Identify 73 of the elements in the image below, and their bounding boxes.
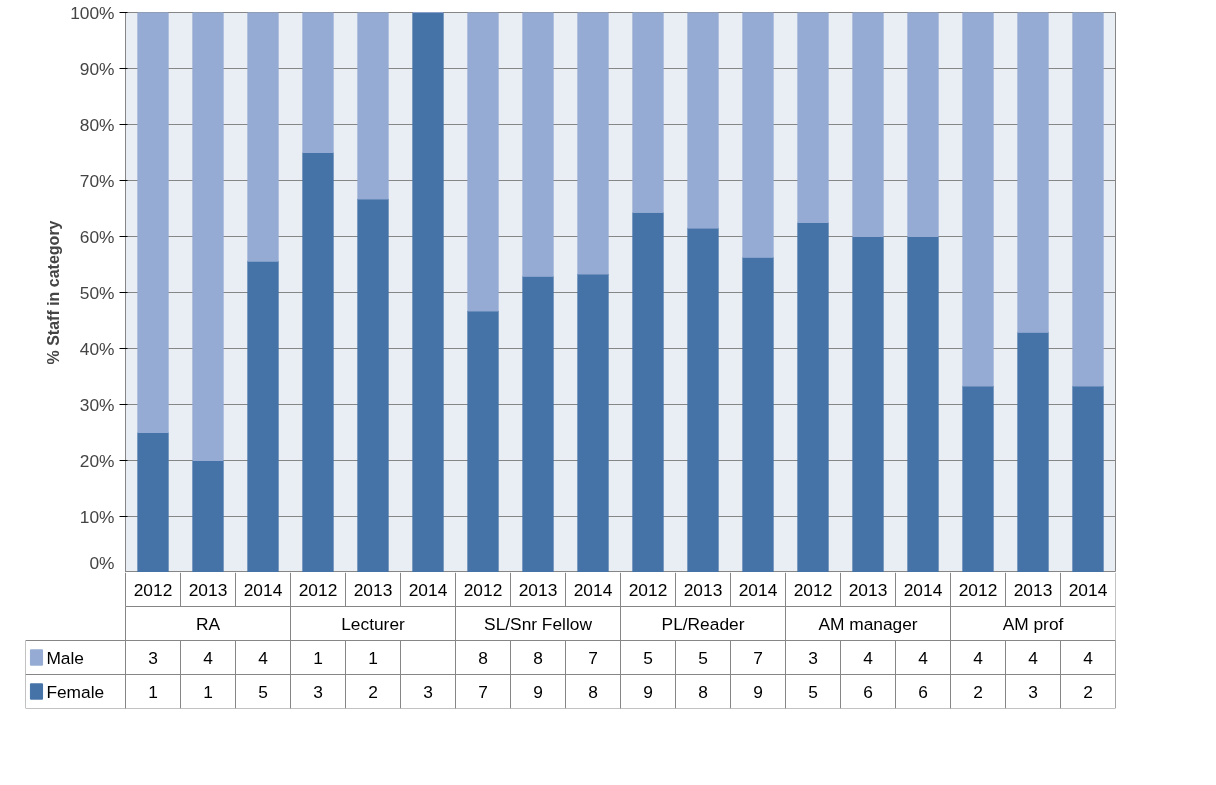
text: 4: [203, 647, 214, 668]
text: 4: [918, 647, 929, 668]
text: 1: [203, 681, 213, 702]
x-tick-label: 2013: [188, 579, 228, 600]
text: 1: [368, 647, 378, 668]
text: 7: [588, 647, 598, 668]
y-axis-title: % Staff in category: [45, 220, 63, 365]
text: AM prof: [1002, 613, 1064, 634]
text: 2: [1083, 681, 1093, 702]
x-tick-label: 2012: [298, 579, 338, 600]
x-tick-label: 2013: [1013, 579, 1053, 600]
x-tick-label: 2012: [793, 579, 833, 600]
x-tick-label: 2012: [463, 579, 503, 600]
text: 2: [368, 681, 378, 702]
x-tick-label: 2013: [518, 579, 558, 600]
text: 9: [643, 681, 653, 702]
text: 3: [1028, 681, 1038, 702]
y-tick-label: 10%: [79, 506, 115, 527]
x-tick-label: 2014: [243, 579, 283, 600]
x-tick-label: 2014: [408, 579, 448, 600]
text: RA: [195, 613, 221, 634]
text: 8: [533, 647, 543, 668]
y-tick-label: 90%: [79, 58, 115, 79]
text: 5: [808, 681, 818, 702]
text: 4: [1028, 647, 1039, 668]
x-tick-label: 2014: [1068, 579, 1108, 600]
text: 2: [973, 681, 983, 702]
text: AM manager: [818, 613, 918, 634]
text: 8: [588, 681, 598, 702]
y-tick-label: 20%: [79, 450, 115, 471]
y-tick-label: 40%: [79, 338, 115, 359]
text: 4: [863, 647, 874, 668]
text: 7: [753, 647, 763, 668]
x-tick-label: 2014: [903, 579, 943, 600]
text: SL/Snr Fellow: [484, 613, 593, 634]
y-tick-label: 60%: [79, 226, 115, 247]
text: 5: [698, 647, 708, 668]
text: 6: [918, 681, 928, 702]
y-tick-label: 50%: [79, 282, 115, 303]
x-tick-label: 2012: [958, 579, 998, 600]
y-tick-label: 0%: [89, 552, 115, 573]
text: PL/Reader: [661, 613, 745, 634]
text: 1: [313, 647, 323, 668]
text: 9: [533, 681, 543, 702]
y-tick-label: 30%: [79, 394, 115, 415]
text: 3: [808, 647, 818, 668]
y-tick-label: 80%: [79, 114, 115, 135]
x-tick-label: 2013: [848, 579, 888, 600]
text: 7: [478, 681, 488, 702]
y-tick-label: 100%: [70, 2, 115, 23]
text: 8: [478, 647, 488, 668]
x-tick-label: 2012: [133, 579, 173, 600]
x-tick-label: 2013: [353, 579, 393, 600]
text: 1: [148, 681, 158, 702]
text: 5: [643, 647, 653, 668]
text: 3: [423, 681, 433, 702]
text: 4: [973, 647, 984, 668]
text: 3: [148, 647, 158, 668]
text: 6: [863, 681, 873, 702]
text: 4: [258, 647, 269, 668]
legend-label: Male: [46, 647, 84, 668]
y-tick-label: 70%: [79, 170, 115, 191]
text: Lecturer: [341, 613, 406, 634]
text: 9: [753, 681, 763, 702]
text: 5: [258, 681, 268, 702]
x-tick-label: 2012: [628, 579, 668, 600]
text: 8: [698, 681, 708, 702]
text: 4: [1083, 647, 1094, 668]
x-tick-label: 2013: [683, 579, 723, 600]
x-tick-label: 2014: [738, 579, 778, 600]
text: 3: [313, 681, 323, 702]
legend-label: Female: [46, 681, 105, 702]
x-tick-label: 2014: [573, 579, 613, 600]
